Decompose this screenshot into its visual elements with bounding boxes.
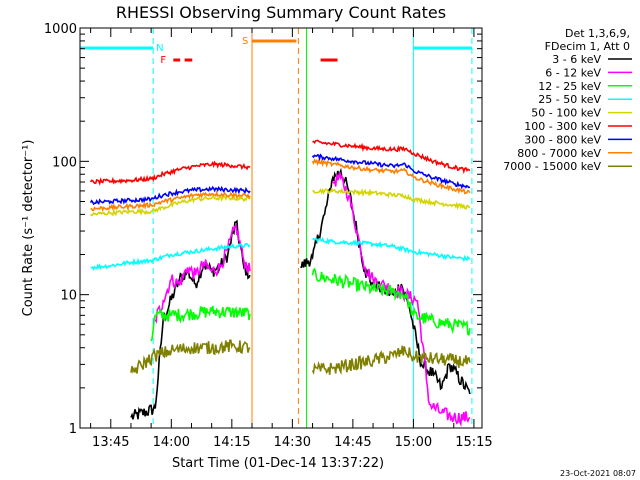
x-tick-label: 14:00 [153,435,190,450]
plot-area: N S F [79,27,483,429]
flag-s-label: S [242,36,248,47]
plot-frame [79,27,483,429]
series-25-50-kev-line [90,236,471,271]
marker-lines [152,28,473,428]
legend-item-6-12-kev-label: 6 - 12 keV [545,66,601,79]
y-tick-label: 1000 [44,22,77,37]
x-tick-label: 14:15 [213,435,250,450]
y-tick-label: 100 [52,155,77,170]
y-axis: 1 10 100 1000 [44,22,482,437]
legend-item-3-6-kev-label: 3 - 6 keV [552,53,601,66]
legend-item-12-25-kev-label: 12 - 25 keV [538,80,601,93]
x-tick-label: 14:30 [274,435,311,450]
series-800-7000-kev-line [90,158,471,212]
y-tick-label: 10 [60,289,77,304]
y-tick-label: 1 [69,422,77,437]
series-7000-15000-kev-line [130,339,471,376]
legend-header-line: Det 1,3,6,9, [565,27,630,40]
legend-item-7000-15000-kev-label: 7000 - 15000 keV [503,160,601,173]
legend-item-300-800-kev-label: 300 - 800 keV [524,133,601,146]
legend-item-50-100-kev-label: 50 - 100 keV [531,107,601,120]
x-axis-label: Start Time (01-Dec-14 13:37:22) [172,456,384,471]
chart-title: RHESSI Observing Summary Count Rates [116,3,446,22]
series-300-800-kev-line [89,153,471,206]
series-100-300-kev-line [89,139,471,186]
legend-item-25-50-kev-label: 25 - 50 keV [538,93,601,106]
series-lines [89,139,471,427]
series-50-100-kev-line [90,187,471,217]
x-tick-label: 15:00 [395,435,432,450]
flag-f-label: F [160,55,166,66]
footer-date: 23-Oct-2021 08:07 [560,469,636,478]
legend-item-100-300-kev-label: 100 - 300 keV [524,120,601,133]
legend-item-800-7000-kev-label: 800 - 7000 keV [517,147,601,160]
x-tick-label: 13:45 [92,435,129,450]
x-axis: 13:45 14:00 14:15 14:30 14:45 15:00 15:15 [90,28,493,450]
flag-n-label: N [156,43,163,54]
flag-lines: N S F [80,36,472,66]
legend-header-line: FDecim 1, Att 0 [545,40,630,53]
y-axis-label: Count Rate (s⁻¹ detector⁻¹) [21,140,36,317]
x-tick-label: 14:45 [334,435,371,450]
series-3-6-kev-line [130,167,471,420]
x-tick-label: 15:15 [455,435,492,450]
series-12-25-kev-line [150,267,471,342]
series-6-12-kev-line [154,171,471,427]
